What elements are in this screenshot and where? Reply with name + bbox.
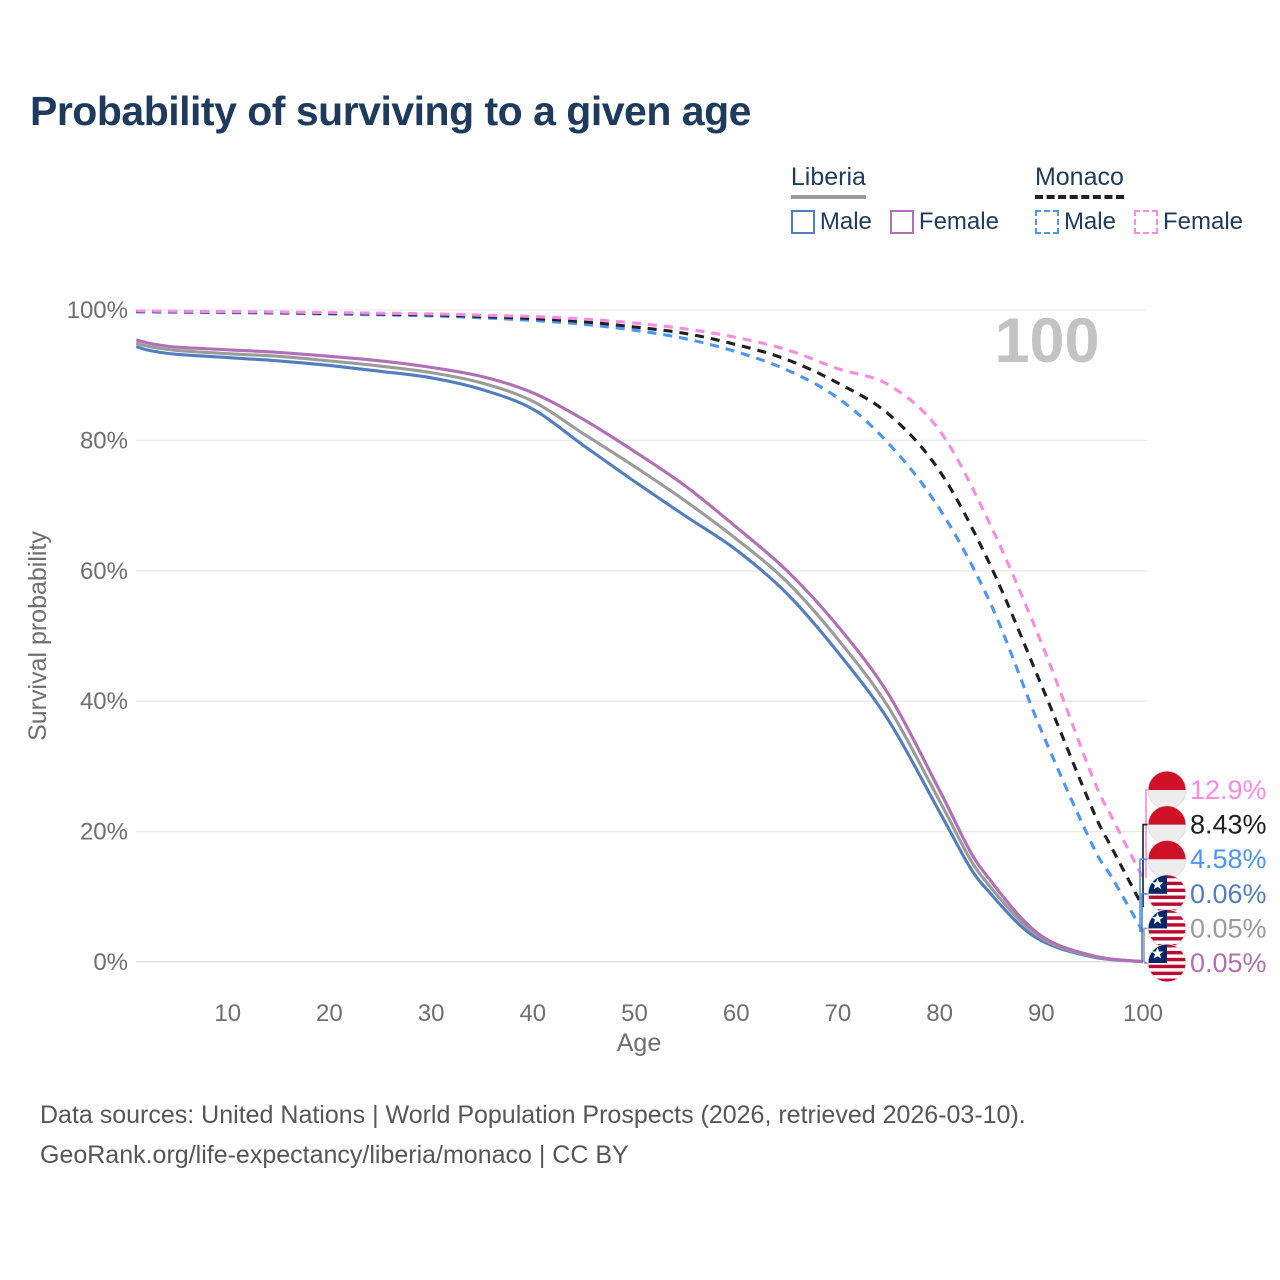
end-label-monaco_female[interactable]: 12.9% xyxy=(1145,770,1267,878)
legend-item-liberia-female[interactable]: Female xyxy=(889,208,999,236)
series-line-liberia_total[interactable] xyxy=(135,341,1144,964)
end-label-value: 0.05% xyxy=(1190,948,1267,978)
x-axis-title: Age xyxy=(617,1029,661,1057)
end-label-value: 8.43% xyxy=(1190,810,1267,840)
flag-stripe xyxy=(1148,978,1186,982)
liberia-flag-icon xyxy=(1148,909,1186,948)
legend-items-liberia: Male Female xyxy=(790,208,999,236)
flag-star xyxy=(1151,947,1164,959)
end-label-monaco_total[interactable]: 8.43% xyxy=(1142,805,1267,907)
x-tick-label: 100 xyxy=(1123,1000,1163,1027)
page-title: Probability of surviving to a given age xyxy=(30,88,751,134)
y-tick-label: 20% xyxy=(80,819,128,846)
legend-item-label: Male xyxy=(1063,208,1116,235)
series-line-monaco_total[interactable] xyxy=(136,309,1145,908)
liberia-flag-icon xyxy=(1148,944,1186,982)
x-axis: 10 20 30 40 50 60 70 80 90 100 Age xyxy=(214,1000,1163,1057)
x-tick-label: 10 xyxy=(214,1000,241,1027)
y-tick-label: 40% xyxy=(80,688,128,715)
series-line-liberia_male[interactable] xyxy=(135,345,1144,964)
flag-stripe xyxy=(1148,933,1186,938)
footer-line-attribution: GeoRank.org/life-expectancy/liberia/mona… xyxy=(40,1140,629,1169)
y-tick-label: 60% xyxy=(80,558,128,585)
end-label-connector xyxy=(1139,858,1150,933)
end-label-connector xyxy=(1141,893,1150,962)
flag-stripe xyxy=(1148,964,1186,969)
flag-stripe xyxy=(1148,892,1186,896)
x-tick-label: 40 xyxy=(519,1000,546,1027)
flag-stripe xyxy=(1148,898,1186,903)
flag-stripe xyxy=(1148,961,1186,966)
end-label-value: 0.05% xyxy=(1190,913,1267,943)
y-gridlines: 0% 20% 40% 60% 80% 100% xyxy=(67,297,1146,976)
end-label-value: 4.58% xyxy=(1190,844,1267,874)
legend-items-monaco: Male Female xyxy=(1034,208,1243,236)
y-axis-title: Survival probability xyxy=(24,531,52,741)
x-tick-label: 20 xyxy=(316,1000,343,1027)
x-tick-label: 80 xyxy=(926,1000,953,1027)
end-label-liberia_total[interactable]: 0.05% xyxy=(1143,908,1267,962)
chart-legend: Liberia Male Female Monaco Male xyxy=(790,163,1243,236)
age-counter-watermark: 100 xyxy=(994,306,1099,376)
x-tick-label: 30 xyxy=(418,1000,445,1027)
flag-stripe xyxy=(1148,905,1186,910)
flag-stripe xyxy=(1148,940,1186,945)
flag-stripe xyxy=(1148,975,1186,979)
series-line-liberia_female[interactable] xyxy=(135,338,1144,964)
y-tick-label: 80% xyxy=(80,427,128,454)
series-line-monaco_male[interactable] xyxy=(136,310,1145,933)
flag-stripe xyxy=(1148,930,1186,934)
legend-item-label: Female xyxy=(918,208,999,235)
monaco-male-swatch-icon xyxy=(1034,210,1059,234)
flag-ring xyxy=(1147,943,1187,983)
monaco-female-swatch-icon xyxy=(1133,210,1158,234)
legend-item-liberia-male[interactable]: Male xyxy=(790,208,872,236)
monaco-flag-top xyxy=(1148,805,1186,825)
flag-stripe xyxy=(1148,895,1186,900)
flag-stripe xyxy=(1148,926,1186,931)
x-tick-label: 70 xyxy=(825,1000,852,1027)
footer-line-datasources: Data sources: United Nations | World Pop… xyxy=(40,1101,1026,1129)
x-tick-label: 50 xyxy=(621,1000,648,1027)
y-tick-label: 100% xyxy=(67,297,128,324)
y-tick-label: 0% xyxy=(93,949,128,976)
end-label-liberia_female[interactable]: 0.05% xyxy=(1144,943,1267,983)
flag-stripe xyxy=(1148,902,1186,907)
x-tick-label: 90 xyxy=(1028,1000,1055,1027)
legend-group-monaco: Monaco Male Female xyxy=(1034,163,1243,236)
flag-stripe xyxy=(1148,971,1186,976)
end-label-value: 0.06% xyxy=(1190,879,1267,909)
legend-item-monaco-female[interactable]: Female xyxy=(1133,208,1243,236)
legend-header-liberia[interactable]: Liberia xyxy=(790,163,866,199)
legend-group-liberia: Liberia Male Female xyxy=(790,163,999,236)
end-label-monaco_male[interactable]: 4.58% xyxy=(1139,839,1267,933)
monaco-flag-top xyxy=(1148,771,1186,790)
flag-stripe xyxy=(1148,937,1186,941)
series-line-monaco_female[interactable] xyxy=(136,309,1145,879)
flag-star xyxy=(1151,878,1164,890)
legend-header-monaco[interactable]: Monaco xyxy=(1034,163,1124,199)
x-tick-label: 60 xyxy=(723,1000,750,1027)
legend-item-label: Female xyxy=(1162,208,1243,235)
end-label-value: 12.9% xyxy=(1190,775,1267,805)
source-footer: Data sources: United Nations | World Pop… xyxy=(40,1096,1026,1175)
liberia-female-swatch-icon xyxy=(889,210,914,234)
monaco-flag-top xyxy=(1148,840,1186,860)
legend-item-label: Male xyxy=(819,208,872,235)
legend-item-monaco-male[interactable]: Male xyxy=(1034,208,1116,236)
flag-stripe xyxy=(1148,968,1186,972)
liberia-male-swatch-icon xyxy=(790,210,815,234)
series-lines xyxy=(135,309,1145,964)
flag-star xyxy=(1151,912,1164,924)
